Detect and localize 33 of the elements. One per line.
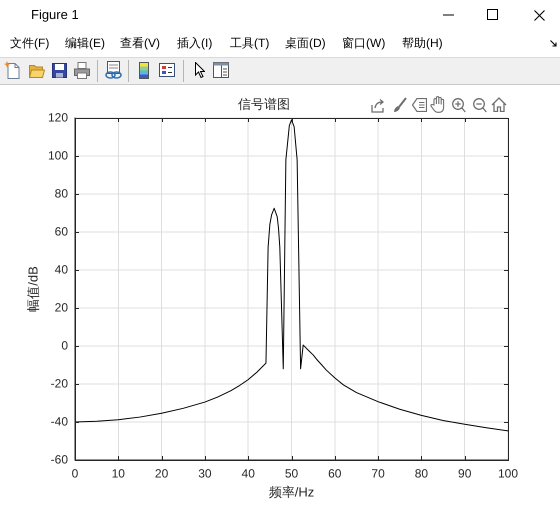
text: 文件(F) <box>10 36 50 51</box>
y-tick-label: 80 <box>54 186 68 200</box>
x-tick-label: 100 <box>498 466 518 481</box>
y-tick-label: 40 <box>54 262 68 276</box>
text: 帮助(H) <box>402 36 443 51</box>
y-tick-label: 60 <box>54 224 68 238</box>
x-tick-label: 10 <box>112 466 126 481</box>
chart-title: 信号谱图 <box>238 96 290 112</box>
y-tick-label: 120 <box>48 110 68 124</box>
y-tick-label: 0 <box>61 338 68 352</box>
text: 查看(V) <box>120 36 160 51</box>
x-tick-label: 40 <box>242 466 256 481</box>
x-axis-title: 频率/Hz <box>268 484 314 500</box>
y-tick-label: 100 <box>48 148 68 162</box>
x-tick-label: 90 <box>458 466 472 481</box>
y-axis-title: 幅值/dB <box>26 266 41 312</box>
x-tick-label: 30 <box>198 466 212 481</box>
x-tick-label: 80 <box>414 466 428 481</box>
y-tick-label: -20 <box>50 376 68 390</box>
y-tick-label: -60 <box>50 452 68 466</box>
text: 插入(I) <box>177 36 212 51</box>
x-tick-label: 20 <box>154 466 169 481</box>
caption: Figure 1 <box>31 7 79 23</box>
text: 窗口(W) <box>342 36 386 51</box>
x-tick-label: 60 <box>328 466 342 481</box>
text: 工具(T) <box>230 36 270 51</box>
x-tick-label: 0 <box>72 466 79 481</box>
x-tick-label: 70 <box>371 466 386 481</box>
text: 桌面(D) <box>285 36 326 51</box>
y-tick-label: 20 <box>54 300 68 314</box>
text: 编辑(E) <box>65 36 105 51</box>
x-tick-label: 50 <box>284 466 298 481</box>
y-tick-label: -40 <box>50 414 68 428</box>
